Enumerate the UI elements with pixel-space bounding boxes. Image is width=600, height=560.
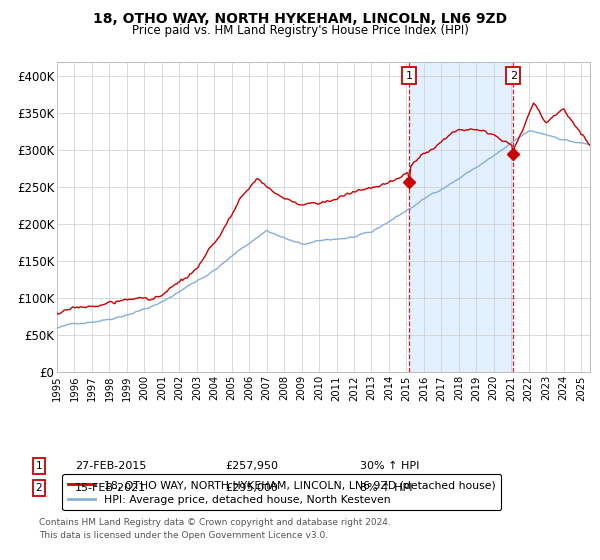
Legend: 18, OTHO WAY, NORTH HYKEHAM, LINCOLN, LN6 9ZD (detached house), HPI: Average pri: 18, OTHO WAY, NORTH HYKEHAM, LINCOLN, LN… [62,474,501,511]
Bar [409,62,513,372]
Text: Price paid vs. HM Land Registry's House Price Index (HPI): Price paid vs. HM Land Registry's House … [131,24,469,36]
Text: 15-FEB-2021: 15-FEB-2021 [75,483,146,493]
Text: 30% ↑ HPI: 30% ↑ HPI [360,461,419,471]
Text: 1: 1 [406,71,412,81]
Text: This data is licensed under the Open Government Licence v3.0.: This data is licensed under the Open Gov… [39,531,328,540]
Text: 18, OTHO WAY, NORTH HYKEHAM, LINCOLN, LN6 9ZD: 18, OTHO WAY, NORTH HYKEHAM, LINCOLN, LN… [93,12,507,26]
Text: £257,950: £257,950 [225,461,278,471]
Text: 1: 1 [35,461,43,471]
Text: 2: 2 [510,71,517,81]
Text: 8% ↑ HPI: 8% ↑ HPI [360,483,413,493]
Text: £295,000: £295,000 [225,483,278,493]
Text: 2: 2 [35,483,43,493]
Text: Contains HM Land Registry data © Crown copyright and database right 2024.: Contains HM Land Registry data © Crown c… [39,518,391,527]
Text: 27-FEB-2015: 27-FEB-2015 [75,461,146,471]
